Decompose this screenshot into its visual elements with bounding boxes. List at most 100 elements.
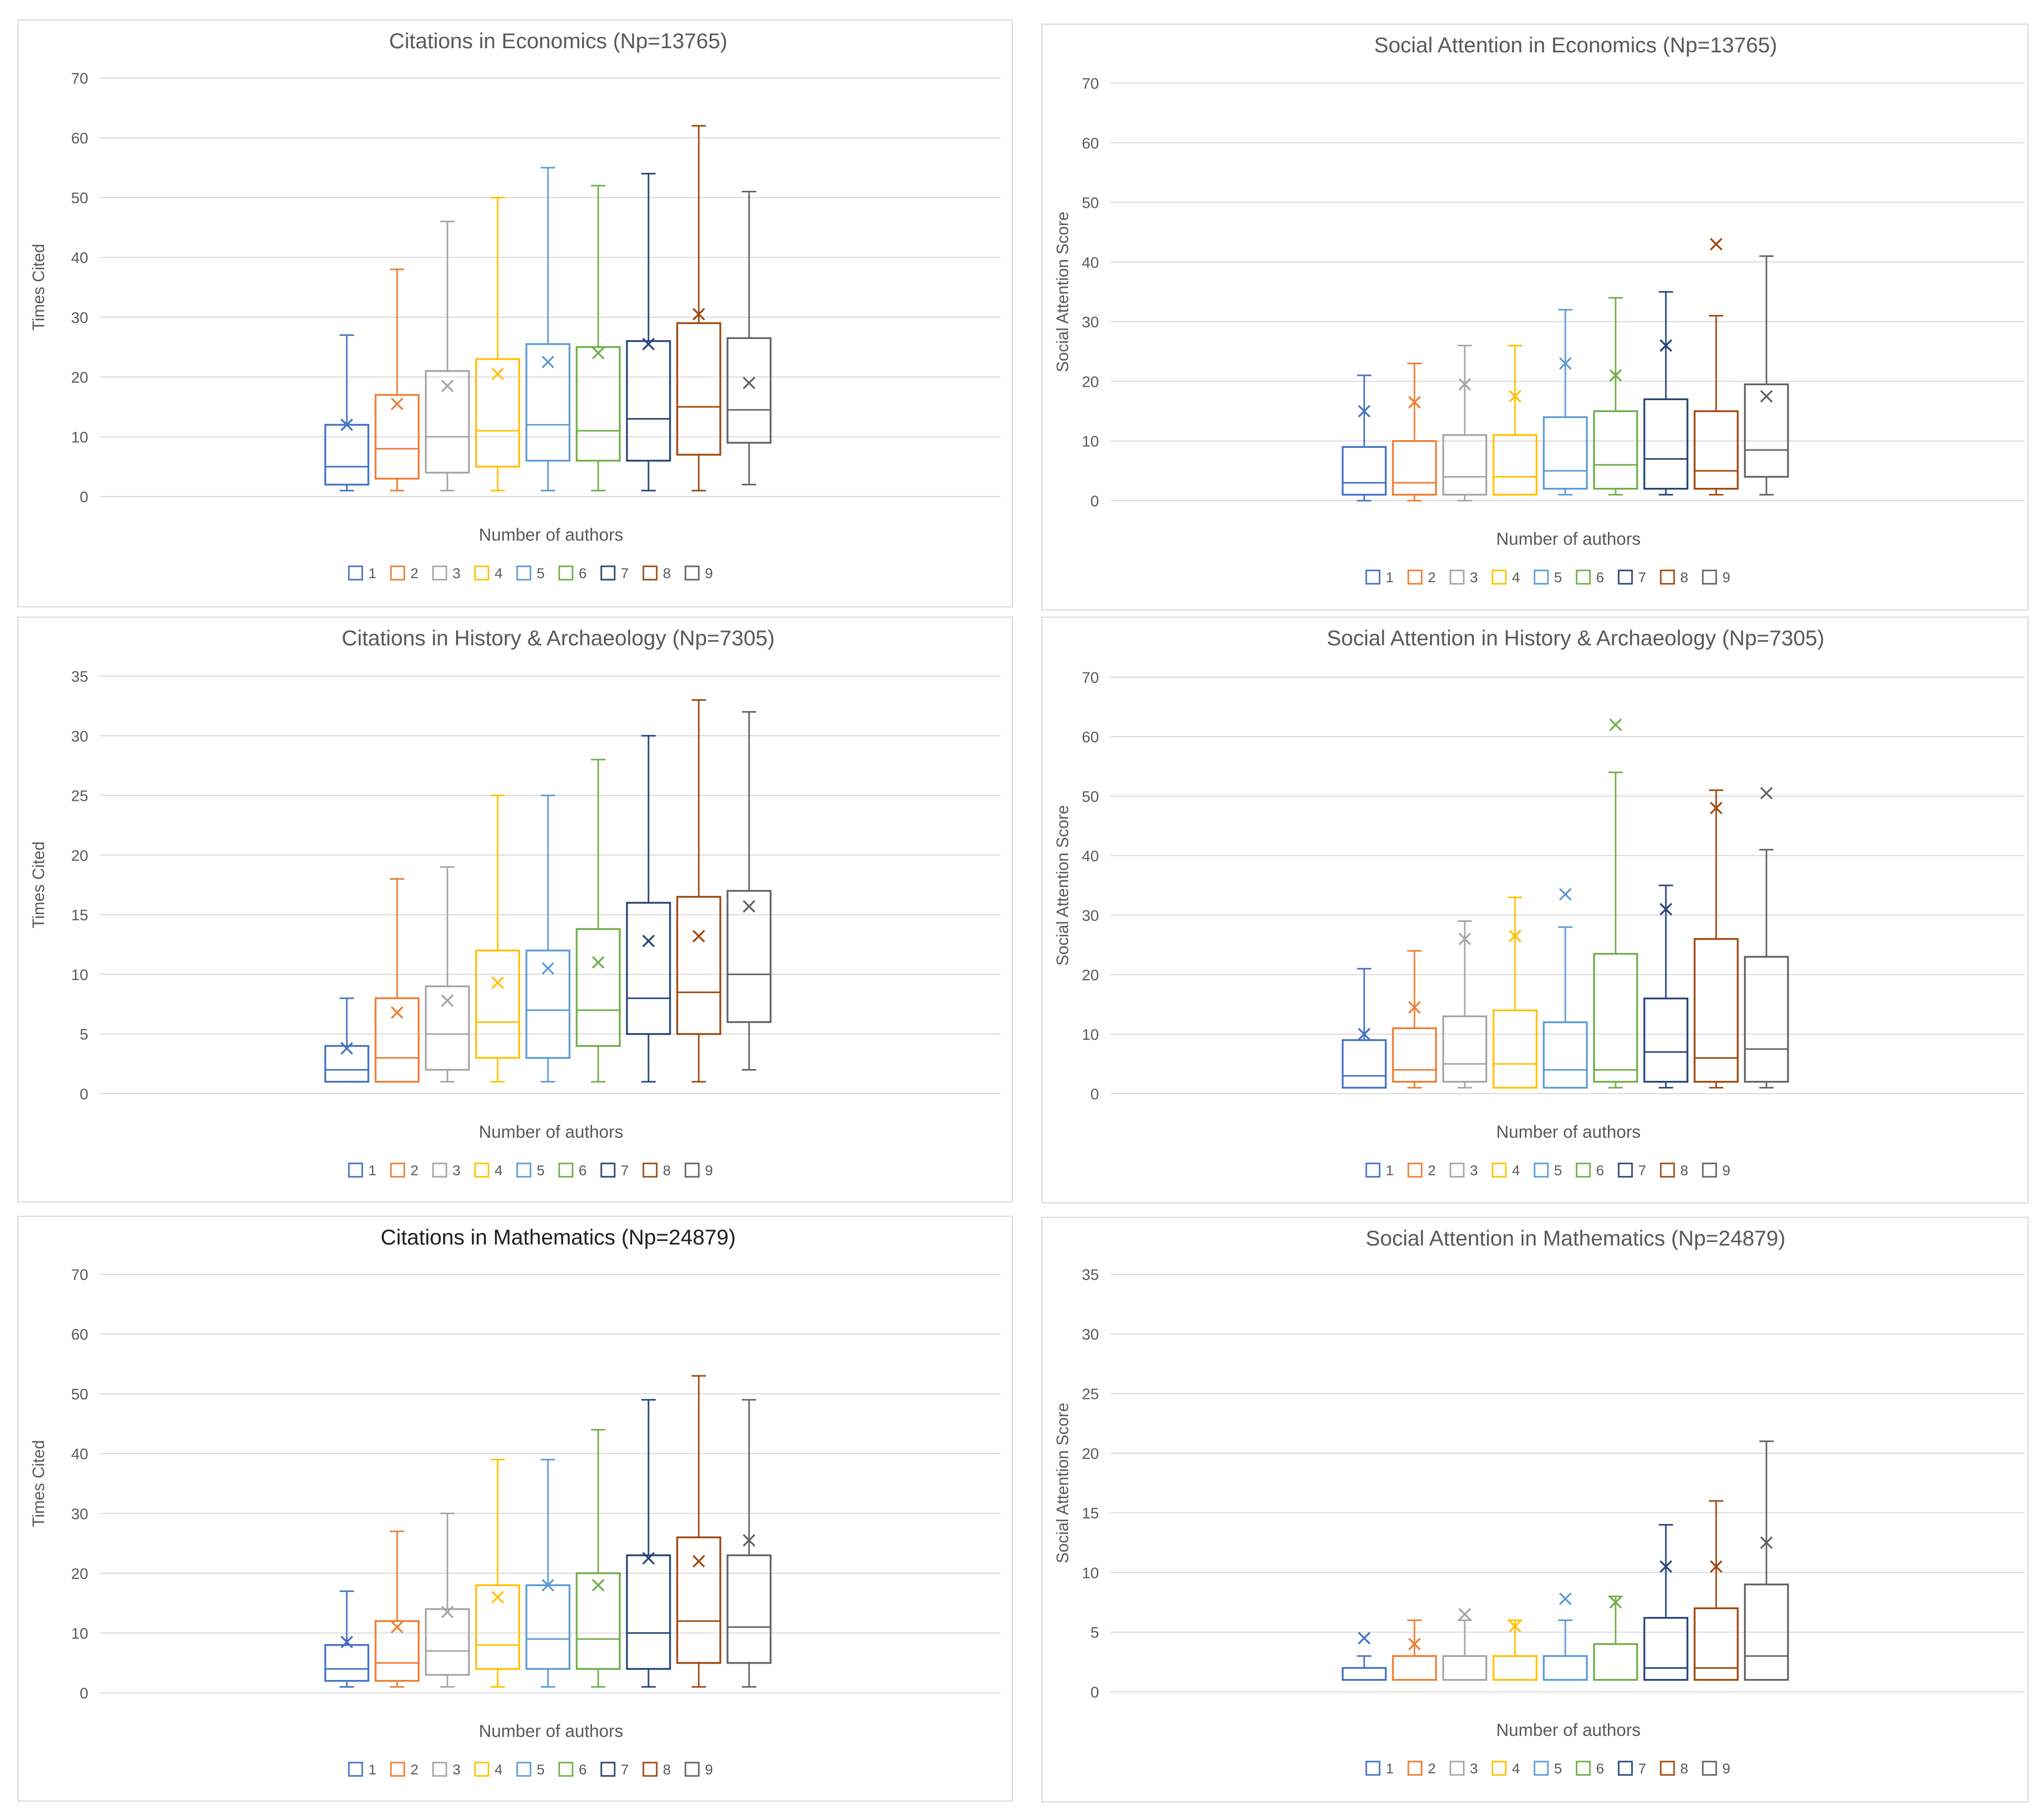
y-tick-label: 70	[71, 70, 88, 87]
y-tick-label: 10	[71, 966, 88, 983]
box-iqr	[1342, 1667, 1387, 1681]
box-iqr	[1492, 434, 1538, 496]
legend-item-4: 4	[1491, 569, 1520, 585]
mean-marker	[1408, 1637, 1421, 1651]
legend-label: 7	[1638, 569, 1646, 585]
chart-panel-3: Citations in History & Archaeology (Np=7…	[17, 617, 1013, 1202]
mean-marker	[441, 994, 454, 1007]
legend-swatch	[390, 1162, 405, 1178]
y-tick-label: 0	[1090, 493, 1099, 510]
chart-panel-6: Social Attention in Mathematics (Np=2487…	[1041, 1217, 2029, 1803]
box-group-9	[726, 711, 772, 1071]
box-group-5	[1543, 309, 1588, 496]
mean-marker	[491, 1591, 504, 1604]
box-group-3	[1442, 1608, 1487, 1681]
y-tick-label: 20	[71, 1566, 88, 1583]
box-group-9	[726, 190, 772, 486]
legend-swatch	[1407, 1761, 1423, 1776]
y-tick-label: 70	[71, 1267, 88, 1283]
legend-swatch	[348, 1162, 363, 1178]
box-group-8	[676, 699, 721, 1083]
legend-item-1: 1	[348, 565, 377, 581]
mean-marker	[390, 398, 404, 410]
y-tick-label: 60	[1082, 729, 1099, 746]
legend-item-1: 1	[1365, 1162, 1394, 1178]
legend-swatch	[474, 1762, 489, 1777]
box-iqr	[1492, 1009, 1538, 1089]
mean-marker-stroke	[340, 1042, 353, 1055]
legend-swatch	[1660, 1162, 1675, 1178]
chart-title: Citations in History & Archaeology (Np=7…	[342, 626, 775, 650]
box-group-3	[425, 1512, 470, 1688]
legend-label: 4	[495, 565, 503, 581]
mean-marker	[642, 935, 655, 947]
mean-marker-stroke	[1559, 1592, 1572, 1605]
legend-label: 4	[495, 1162, 503, 1178]
box-iqr	[1694, 410, 1739, 490]
chart-svg: Social Attention in Mathematics (Np=2487…	[1053, 1226, 2025, 1776]
legend-swatch	[516, 565, 532, 581]
legend-label: 7	[621, 565, 629, 581]
legend-swatch	[558, 1162, 574, 1178]
y-tick-label: 20	[71, 847, 88, 864]
mean-marker	[1659, 339, 1673, 352]
box-group-2	[1392, 1619, 1437, 1681]
mean-marker-stroke	[1760, 1536, 1773, 1549]
mean-marker-stroke	[491, 1591, 504, 1604]
mean-marker-stroke	[1609, 369, 1622, 382]
legend-item-2: 2	[1407, 569, 1436, 585]
legend-item-5: 5	[516, 1762, 545, 1777]
chart-title: Citations in Mathematics (Np=24879)	[381, 1225, 736, 1249]
legend-item-8: 8	[1660, 1162, 1688, 1178]
legend-label: 5	[537, 1162, 545, 1178]
box-iqr	[1643, 1617, 1688, 1681]
legend-item-4: 4	[474, 1762, 503, 1777]
legend-item-6: 6	[558, 565, 587, 581]
legend-swatch	[684, 1762, 700, 1777]
mean-marker	[340, 418, 353, 431]
box-iqr	[1392, 1027, 1437, 1083]
legend-label: 9	[705, 565, 713, 581]
box-iqr	[324, 1644, 369, 1682]
box-group-1	[324, 997, 369, 1083]
box-iqr	[1543, 1021, 1588, 1089]
legend-item-7: 7	[1618, 569, 1646, 585]
chart-title: Social Attention in Economics (Np=13765)	[1374, 33, 1777, 57]
legend-swatch	[642, 565, 658, 581]
legend-label: 2	[1428, 1761, 1436, 1776]
legend-item-5: 5	[516, 1162, 545, 1178]
x-axis-label: Number of authors	[1496, 529, 1641, 549]
legend-swatch	[1365, 1761, 1381, 1776]
box-iqr	[726, 1554, 772, 1664]
legend-label: 2	[410, 1162, 419, 1178]
legend-item-4: 4	[474, 1162, 503, 1178]
box-iqr	[576, 1572, 621, 1670]
y-tick-label: 70	[1082, 669, 1099, 686]
x-axis-label: Number of authors	[479, 1722, 623, 1741]
box-group-8	[676, 1375, 721, 1688]
mean-marker-stroke	[1458, 378, 1471, 391]
mean-marker	[1559, 357, 1572, 370]
y-tick-label: 60	[1082, 135, 1099, 152]
legend-label: 4	[1512, 1761, 1520, 1776]
chart-title: Citations in Economics (Np=13765)	[389, 29, 728, 53]
y-tick-label: 30	[1082, 907, 1099, 924]
legend-item-9: 9	[684, 1762, 713, 1777]
box-group-2	[375, 268, 420, 491]
y-axis-label: Times Cited	[29, 244, 48, 331]
mean-marker-stroke	[1609, 1596, 1622, 1609]
box-group-7	[626, 735, 671, 1083]
legend-label: 3	[453, 1762, 461, 1777]
box-group-5	[525, 167, 571, 491]
box-group-4	[1492, 896, 1538, 1089]
legend-label: 6	[579, 1762, 587, 1777]
box-group-4	[475, 795, 520, 1083]
legend-swatch	[1407, 1162, 1423, 1178]
box-iqr	[626, 340, 671, 462]
legend-label: 2	[1428, 1162, 1436, 1178]
box-iqr	[324, 1045, 369, 1083]
box-group-8	[1694, 789, 1739, 1089]
box-iqr	[525, 343, 571, 462]
box-group-7	[626, 173, 671, 491]
mean-marker-stroke	[642, 338, 655, 350]
